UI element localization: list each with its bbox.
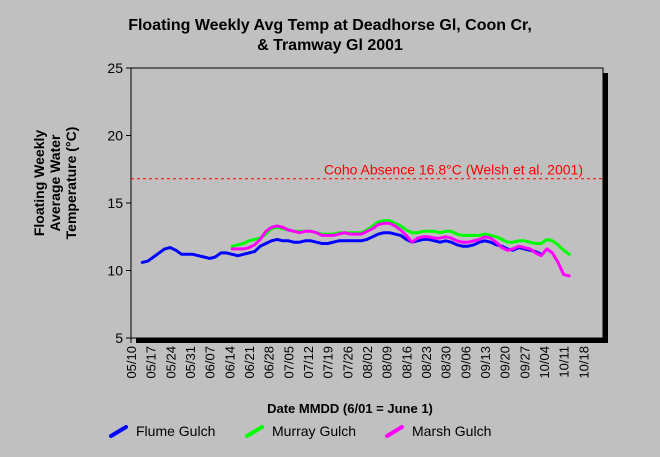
y-axis-label-line-2: Average Water	[47, 134, 63, 232]
y-tick-label: 10	[107, 263, 123, 279]
x-tick-label: 09/06	[458, 346, 473, 379]
x-tick-label: 09/13	[478, 346, 493, 379]
y-tick-label: 15	[107, 195, 123, 211]
x-tick-label: 07/05	[281, 346, 296, 379]
series-line-flume-gulch	[140, 231, 543, 264]
x-tick-label: 07/12	[301, 346, 316, 379]
x-axis-label: Date MMDD (6/01 = June 1)	[267, 401, 433, 416]
coho-absence-label: Coho Absence 16.8°C (Welsh et al. 2001)	[324, 162, 583, 178]
x-tick-label: 08/02	[360, 346, 375, 379]
x-tick-label: 05/17	[144, 346, 159, 379]
y-axis-label-line-3: Temperature (°C)	[63, 126, 79, 240]
x-tick-label: 06/28	[262, 346, 277, 379]
x-tick-label: 10/11	[557, 346, 572, 378]
x-tick-label: 05/24	[163, 346, 178, 379]
series-line-marsh-gulch	[230, 221, 571, 278]
x-tick-label: 08/16	[399, 346, 414, 379]
y-axis-label-line-1: Floating Weekly	[31, 129, 47, 237]
x-tick-label: 07/26	[340, 346, 355, 379]
x-tick-label: 07/19	[321, 346, 336, 379]
x-tick-label: 05/31	[183, 346, 198, 379]
x-tick-label: 08/09	[380, 346, 395, 379]
y-tick-label: 5	[115, 330, 123, 346]
chart-title-line-1: Floating Weekly Avg Temp at Deadhorse Gl…	[128, 17, 532, 34]
legend-label-marsh-gulch: Marsh Gulch	[412, 423, 492, 439]
x-tick-label: 09/27	[517, 346, 532, 379]
x-tick-label: 08/23	[419, 346, 434, 379]
y-tick-label: 25	[107, 60, 123, 76]
y-tick-label: 20	[107, 128, 123, 144]
plot-frame	[130, 67, 604, 339]
x-tick-label: 06/21	[242, 346, 257, 379]
x-tick-label: 06/14	[222, 346, 237, 379]
legend-label-murray-gulch: Murray Gulch	[272, 423, 357, 439]
chart-title-line-2: & Tramway Gl 2001	[257, 37, 403, 54]
x-tick-label: 05/10	[124, 346, 139, 379]
x-tick-label: 09/20	[498, 346, 513, 379]
x-tick-label: 10/18	[576, 346, 591, 379]
legend-swatch-murray-gulch	[245, 425, 264, 438]
legend-label-flume-gulch: Flume Gulch	[136, 423, 216, 439]
x-tick-label: 10/04	[537, 346, 552, 379]
legend-swatch-flume-gulch	[109, 425, 128, 438]
x-tick-label: 06/07	[203, 346, 218, 379]
x-tick-label: 08/30	[439, 346, 454, 379]
legend-swatch-marsh-gulch	[385, 425, 404, 438]
